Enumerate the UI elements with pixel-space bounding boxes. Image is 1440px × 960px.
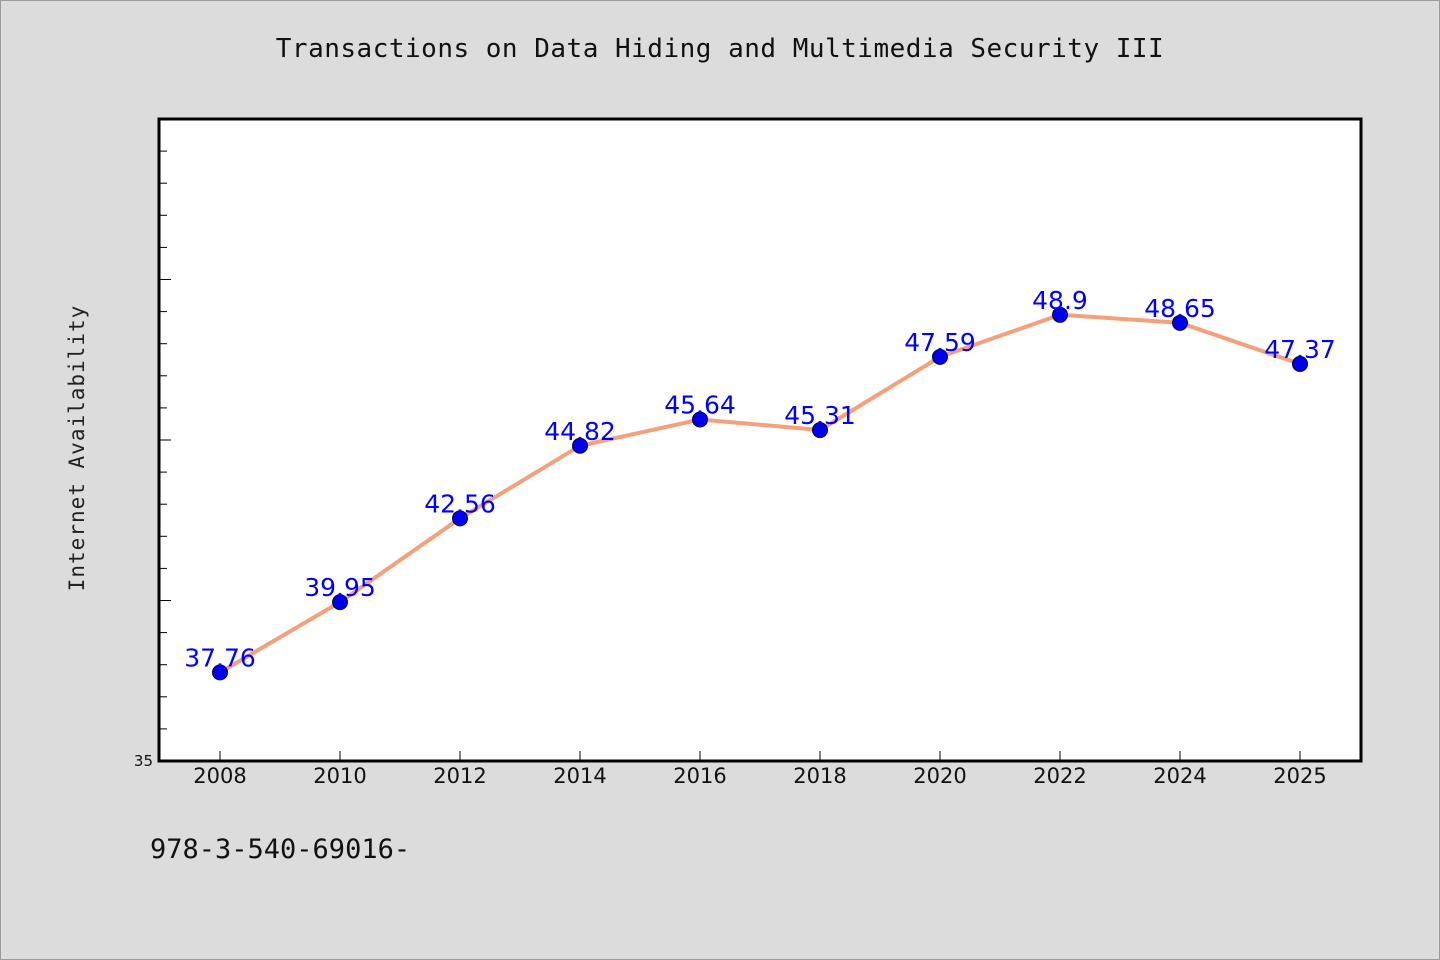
data-point xyxy=(1172,314,1188,331)
x-tick-label: 2022 xyxy=(1033,764,1086,788)
data-label: 37.76 xyxy=(184,643,256,672)
x-tick-label: 2012 xyxy=(433,764,486,788)
data-label: 48.9 xyxy=(1032,286,1088,315)
data-point xyxy=(1052,306,1068,323)
data-label: 47.59 xyxy=(904,328,976,357)
chart-title: Transactions on Data Hiding and Multimed… xyxy=(275,34,1165,64)
data-point xyxy=(1292,355,1308,372)
x-axis-ticks: 2008 2010 2012 2014 2016 2018 2020 2022 2024 2025 xyxy=(193,751,1327,788)
series-line xyxy=(218,312,1302,675)
data-label: 44.82 xyxy=(544,417,616,446)
data-label: 45.64 xyxy=(664,390,736,419)
data-label: 39.95 xyxy=(304,573,376,602)
data-point xyxy=(932,348,948,365)
series-markers xyxy=(212,306,1308,681)
data-point xyxy=(212,664,228,681)
y-axis-ticks: 35 xyxy=(134,150,171,770)
data-point xyxy=(692,411,708,428)
data-label: 47.37 xyxy=(1264,335,1336,364)
x-tick-label: 2008 xyxy=(193,764,246,788)
x-tick-label: 2014 xyxy=(553,764,606,788)
footer-note: 978-3-540-69016- xyxy=(150,834,411,865)
data-point xyxy=(452,510,468,527)
x-tick-label: 2024 xyxy=(1153,764,1206,788)
x-tick-label: 2025 xyxy=(1273,764,1326,788)
data-label: 48.65 xyxy=(1144,294,1216,323)
data-point xyxy=(332,594,348,611)
x-tick-label: 2020 xyxy=(913,764,966,788)
data-labels: 37.76 39.95 42.56 44.82 45.64 45.31 47.59 48.9 4… xyxy=(184,286,1336,673)
data-label: 42.56 xyxy=(424,489,496,518)
x-tick-label: 2010 xyxy=(313,764,366,788)
data-label: 45.31 xyxy=(784,401,856,430)
data-point xyxy=(572,437,588,454)
y-tick-label: 35 xyxy=(134,752,153,770)
data-point xyxy=(812,422,828,439)
plot-area xyxy=(157,117,1363,763)
x-tick-label: 2016 xyxy=(673,764,726,788)
x-tick-label: 2018 xyxy=(793,764,846,788)
